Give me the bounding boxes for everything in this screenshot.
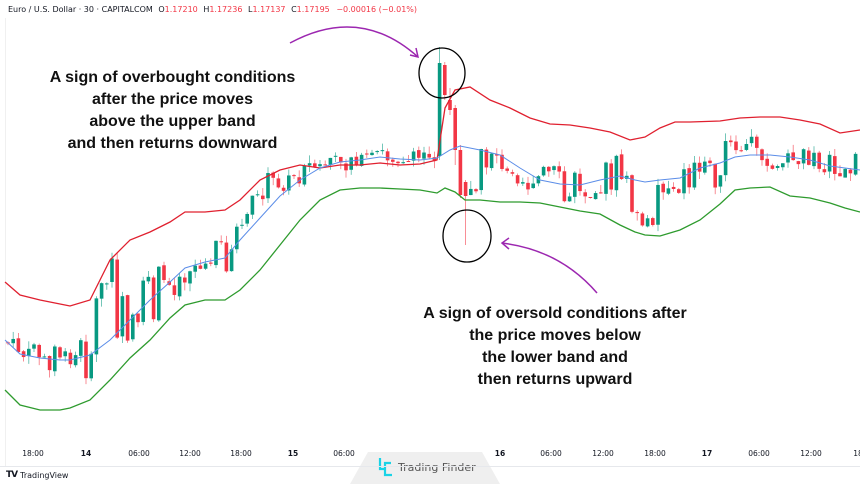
overbought-line-2: after the price moves [92,91,253,108]
trading-finder-watermark: Trading Finder [378,457,476,477]
candlesticks [6,47,858,385]
low-label: L [247,5,253,14]
trading-finder-logo-icon [378,458,392,477]
time-axis-tick: 06:00 [540,449,562,458]
oversold-arrow [501,242,598,294]
lower-bollinger-band [4,186,860,411]
symbol-legend: Euro / U.S. Dollar · 30 · CAPITALCOM O1.… [8,5,417,14]
overbought-line-4: and then returns downward [67,135,278,152]
tradingview-label: TradingView [20,470,69,480]
open-label: O [158,5,165,14]
overbought-line-3: above the upper band [89,113,256,130]
low-value: 1.17137 [252,5,286,14]
annotation-highlights [289,26,598,294]
upper-bollinger-band [4,86,860,307]
time-axis[interactable]: 18:00 14 06:00 12:00 18:00 15 06:00 16 06:00 12:0… [0,449,860,465]
change-value: −0.00016 (−0.01%) [336,5,417,14]
middle-bollinger-band [4,145,860,361]
high-label: H [203,5,210,14]
time-axis-tick: 12:00 [800,449,822,458]
time-axis-tick: 18:00 [22,449,44,458]
chart-left-border [5,18,6,466]
tradingview-mark-icon: TV [6,470,18,480]
overbought-annotation: A sign of overbought conditions after th… [40,67,305,155]
time-axis-tick: 06:00 [748,449,770,458]
time-axis-tick: 14 [80,449,92,458]
time-axis-divider [0,466,860,467]
time-axis-tick: 12:00 [592,449,614,458]
time-axis-tick: 06:00 [333,449,355,458]
time-axis-tick: 16 [494,449,506,458]
close-value: 1.17195 [296,5,330,14]
price-chart[interactable] [0,0,860,450]
oversold-annotation: A sign of oversold conditions after the … [405,303,705,391]
watermark-badge [350,452,500,484]
overbought-arrow [289,26,419,58]
time-axis-tick: 18:00 [230,449,252,458]
time-axis-tick: 15 [287,449,299,458]
time-axis-tick: 18:00 [644,449,666,458]
open-value: 1.17210 [164,5,198,14]
time-axis-tick: 18 [853,449,860,458]
oversold-line-1: A sign of oversold conditions after [423,305,687,322]
oversold-line-2: the price moves below [469,327,641,344]
time-axis-tick: 06:00 [128,449,150,458]
watermark-text: Trading Finder [398,460,476,474]
close-label: C [291,5,297,14]
oversold-circle [442,209,492,263]
oversold-line-3: the lower band and [482,349,628,366]
overbought-line-1: A sign of overbought conditions [49,69,296,86]
time-axis-tick: 17 [701,449,713,458]
high-value: 1.17236 [209,5,243,14]
tradingview-logo[interactable]: TV TradingView [6,470,68,480]
symbol-title: Euro / U.S. Dollar · 30 · CAPITALCOM [8,5,153,14]
overbought-arrowhead-icon [409,47,419,59]
oversold-line-4: then returns upward [477,371,633,388]
time-axis-tick: 12:00 [179,449,201,458]
oversold-arrowhead-icon [500,237,510,250]
overbought-circle [418,47,466,99]
